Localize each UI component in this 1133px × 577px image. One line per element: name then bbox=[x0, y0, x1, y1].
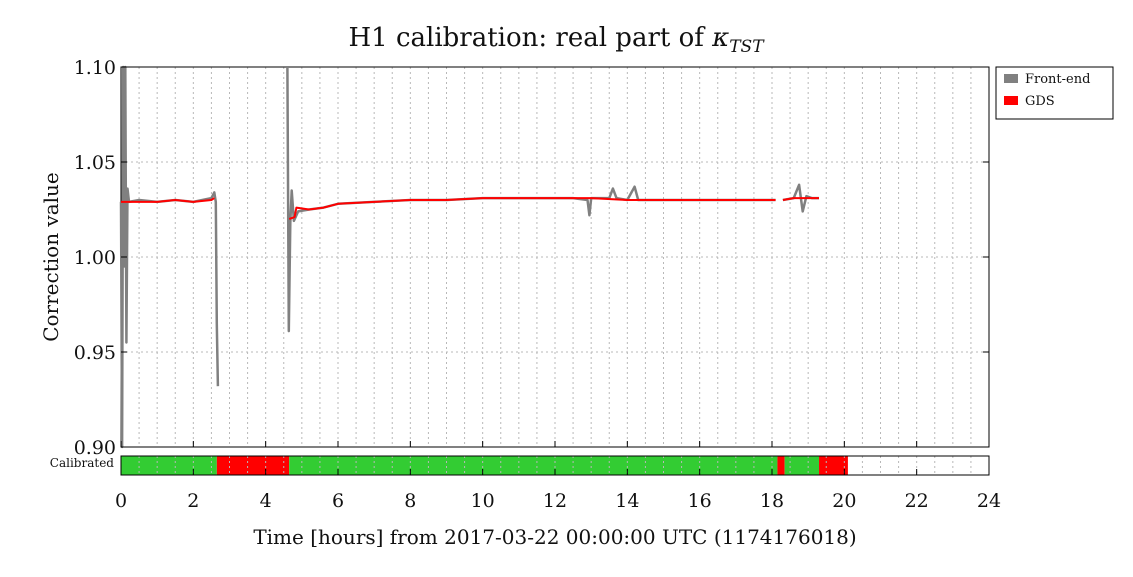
grid-lines bbox=[121, 67, 989, 447]
status-segment-good bbox=[121, 456, 217, 475]
y-tick-label: 1.05 bbox=[74, 152, 116, 174]
x-tick-label: 8 bbox=[404, 490, 416, 512]
x-tick-label: 18 bbox=[760, 490, 784, 512]
status-segment-bad bbox=[216, 456, 290, 475]
x-tick-label: 24 bbox=[977, 490, 1001, 512]
status-segment-bad bbox=[777, 456, 785, 475]
legend-label-front-end: Front-end bbox=[1025, 72, 1090, 87]
status-segment-bad bbox=[819, 456, 848, 475]
y-tick-label: 1.00 bbox=[74, 247, 116, 269]
x-tick-label: 22 bbox=[905, 490, 929, 512]
chart-title-prefix: H1 calibration: real part of bbox=[348, 23, 712, 53]
series-line-gds bbox=[288, 197, 776, 220]
chart-title-subscript: TST bbox=[729, 37, 765, 57]
series-line-gds bbox=[782, 197, 819, 201]
status-bar bbox=[120, 455, 990, 476]
y-axis-label: Correction value bbox=[39, 172, 63, 342]
status-segment-good bbox=[784, 456, 820, 475]
y-tick-label: 0.95 bbox=[74, 342, 116, 364]
x-tick-label: 20 bbox=[832, 490, 856, 512]
x-axis: 0 2 4 6 8 10 12 14 16 18 20 22 24 bbox=[115, 441, 1001, 512]
x-tick-label: 2 bbox=[187, 490, 199, 512]
series-line-front-end bbox=[119, 65, 220, 449]
status-segment-empty bbox=[847, 456, 989, 475]
x-tick-label: 0 bbox=[115, 490, 127, 512]
status-segment-good bbox=[289, 456, 778, 475]
y-tick-label: 0.90 bbox=[74, 437, 116, 459]
x-tick-label: 6 bbox=[332, 490, 344, 512]
x-tick-label: 4 bbox=[260, 490, 272, 512]
legend-swatch-gds bbox=[1004, 96, 1018, 105]
y-tick-label: 1.10 bbox=[74, 57, 116, 79]
legend: Front-end GDS bbox=[995, 66, 1114, 120]
x-tick-label: 16 bbox=[688, 490, 712, 512]
status-bar-label: Calibrated bbox=[50, 456, 115, 470]
x-axis-label: Time [hours] from 2017-03-22 00:00:00 UT… bbox=[253, 525, 856, 549]
chart-title-symbol: κ bbox=[711, 23, 729, 53]
legend-swatch-front-end bbox=[1004, 74, 1018, 83]
x-tick-label: 10 bbox=[471, 490, 495, 512]
y-axis: 0.90 0.95 1.00 1.05 1.10 bbox=[74, 57, 989, 459]
x-tick-label: 12 bbox=[543, 490, 567, 512]
series-layer bbox=[119, 65, 819, 449]
legend-label-gds: GDS bbox=[1025, 94, 1055, 109]
x-tick-label: 14 bbox=[615, 490, 639, 512]
chart-title: H1 calibration: real part of κTST bbox=[348, 23, 765, 57]
series-line-gds bbox=[121, 197, 215, 203]
